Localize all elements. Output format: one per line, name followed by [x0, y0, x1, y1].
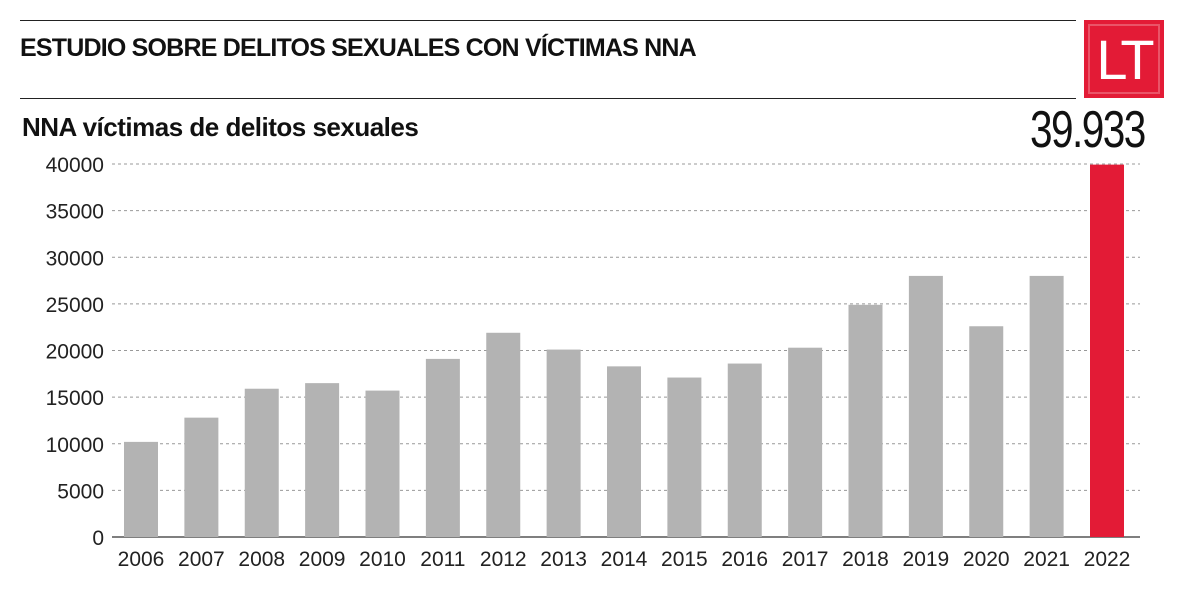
x-tick-label: 2012 — [480, 548, 527, 571]
y-tick-label: 30000 — [46, 247, 104, 270]
y-tick-label: 0 — [92, 527, 104, 550]
bar-2020 — [969, 326, 1004, 537]
x-tick-label: 2019 — [903, 548, 950, 571]
x-tick-label: 2017 — [782, 548, 829, 571]
bars-layer — [124, 164, 1124, 538]
bar-2013 — [546, 349, 581, 537]
x-tick-label: 2008 — [238, 548, 285, 571]
y-tick-label: 25000 — [46, 294, 104, 317]
x-tick-label: 2020 — [963, 548, 1010, 571]
bar-2009 — [305, 383, 340, 537]
bar-2019 — [908, 275, 943, 537]
bar-2014 — [607, 366, 641, 537]
x-tick-label: 2014 — [601, 548, 648, 571]
x-tick-label: 2016 — [721, 548, 768, 571]
y-tick-label: 20000 — [46, 341, 104, 364]
x-tick-label: 2022 — [1084, 548, 1131, 571]
y-axis-labels: 0 5000 10000 15000 20000 25000 30000 35000 40000 — [46, 154, 104, 550]
x-tick-label: 2021 — [1023, 548, 1070, 571]
header-title: ESTUDIO SOBRE DELITOS SEXUALES CON VÍCTI… — [20, 34, 697, 62]
bar-2010 — [365, 390, 400, 537]
bar-2018 — [848, 304, 883, 537]
highlight-value-label: 39.933 — [1030, 101, 1146, 159]
brand-logo: LT — [1084, 20, 1164, 98]
bar-2015 — [667, 377, 702, 537]
bar-2016 — [727, 363, 762, 537]
y-tick-label: 5000 — [57, 480, 104, 503]
y-tick-label: 40000 — [46, 154, 104, 177]
x-tick-label: 2007 — [178, 548, 225, 571]
y-tick-label: 10000 — [46, 434, 104, 457]
bar-2011 — [425, 358, 460, 537]
x-tick-label: 2010 — [359, 548, 406, 571]
x-tick-label: 2006 — [118, 548, 165, 571]
bar-2006 — [124, 441, 158, 537]
bar-2007 — [184, 417, 219, 537]
header-top-rule — [20, 20, 1076, 21]
x-axis-labels: 2006 2007 2008 2009 2010 2011 2012 2013 2014 2015… — [118, 548, 1131, 571]
bar-2017 — [788, 347, 823, 537]
chart-title: NNA víctimas de delitos sexuales — [22, 112, 419, 142]
y-tick-label: 35000 — [46, 201, 104, 224]
x-tick-label: 2011 — [420, 548, 465, 571]
bar-highlight-2022 — [1090, 164, 1124, 538]
bar-2021 — [1029, 275, 1064, 537]
x-tick-label: 2015 — [661, 548, 708, 571]
x-tick-label: 2018 — [842, 548, 889, 571]
bar-2012 — [486, 332, 521, 537]
y-tick-label: 15000 — [46, 387, 104, 410]
x-tick-label: 2009 — [299, 548, 346, 571]
bar-2008 — [244, 388, 279, 537]
header-bottom-rule — [20, 98, 1076, 99]
x-tick-label: 2013 — [540, 548, 587, 571]
